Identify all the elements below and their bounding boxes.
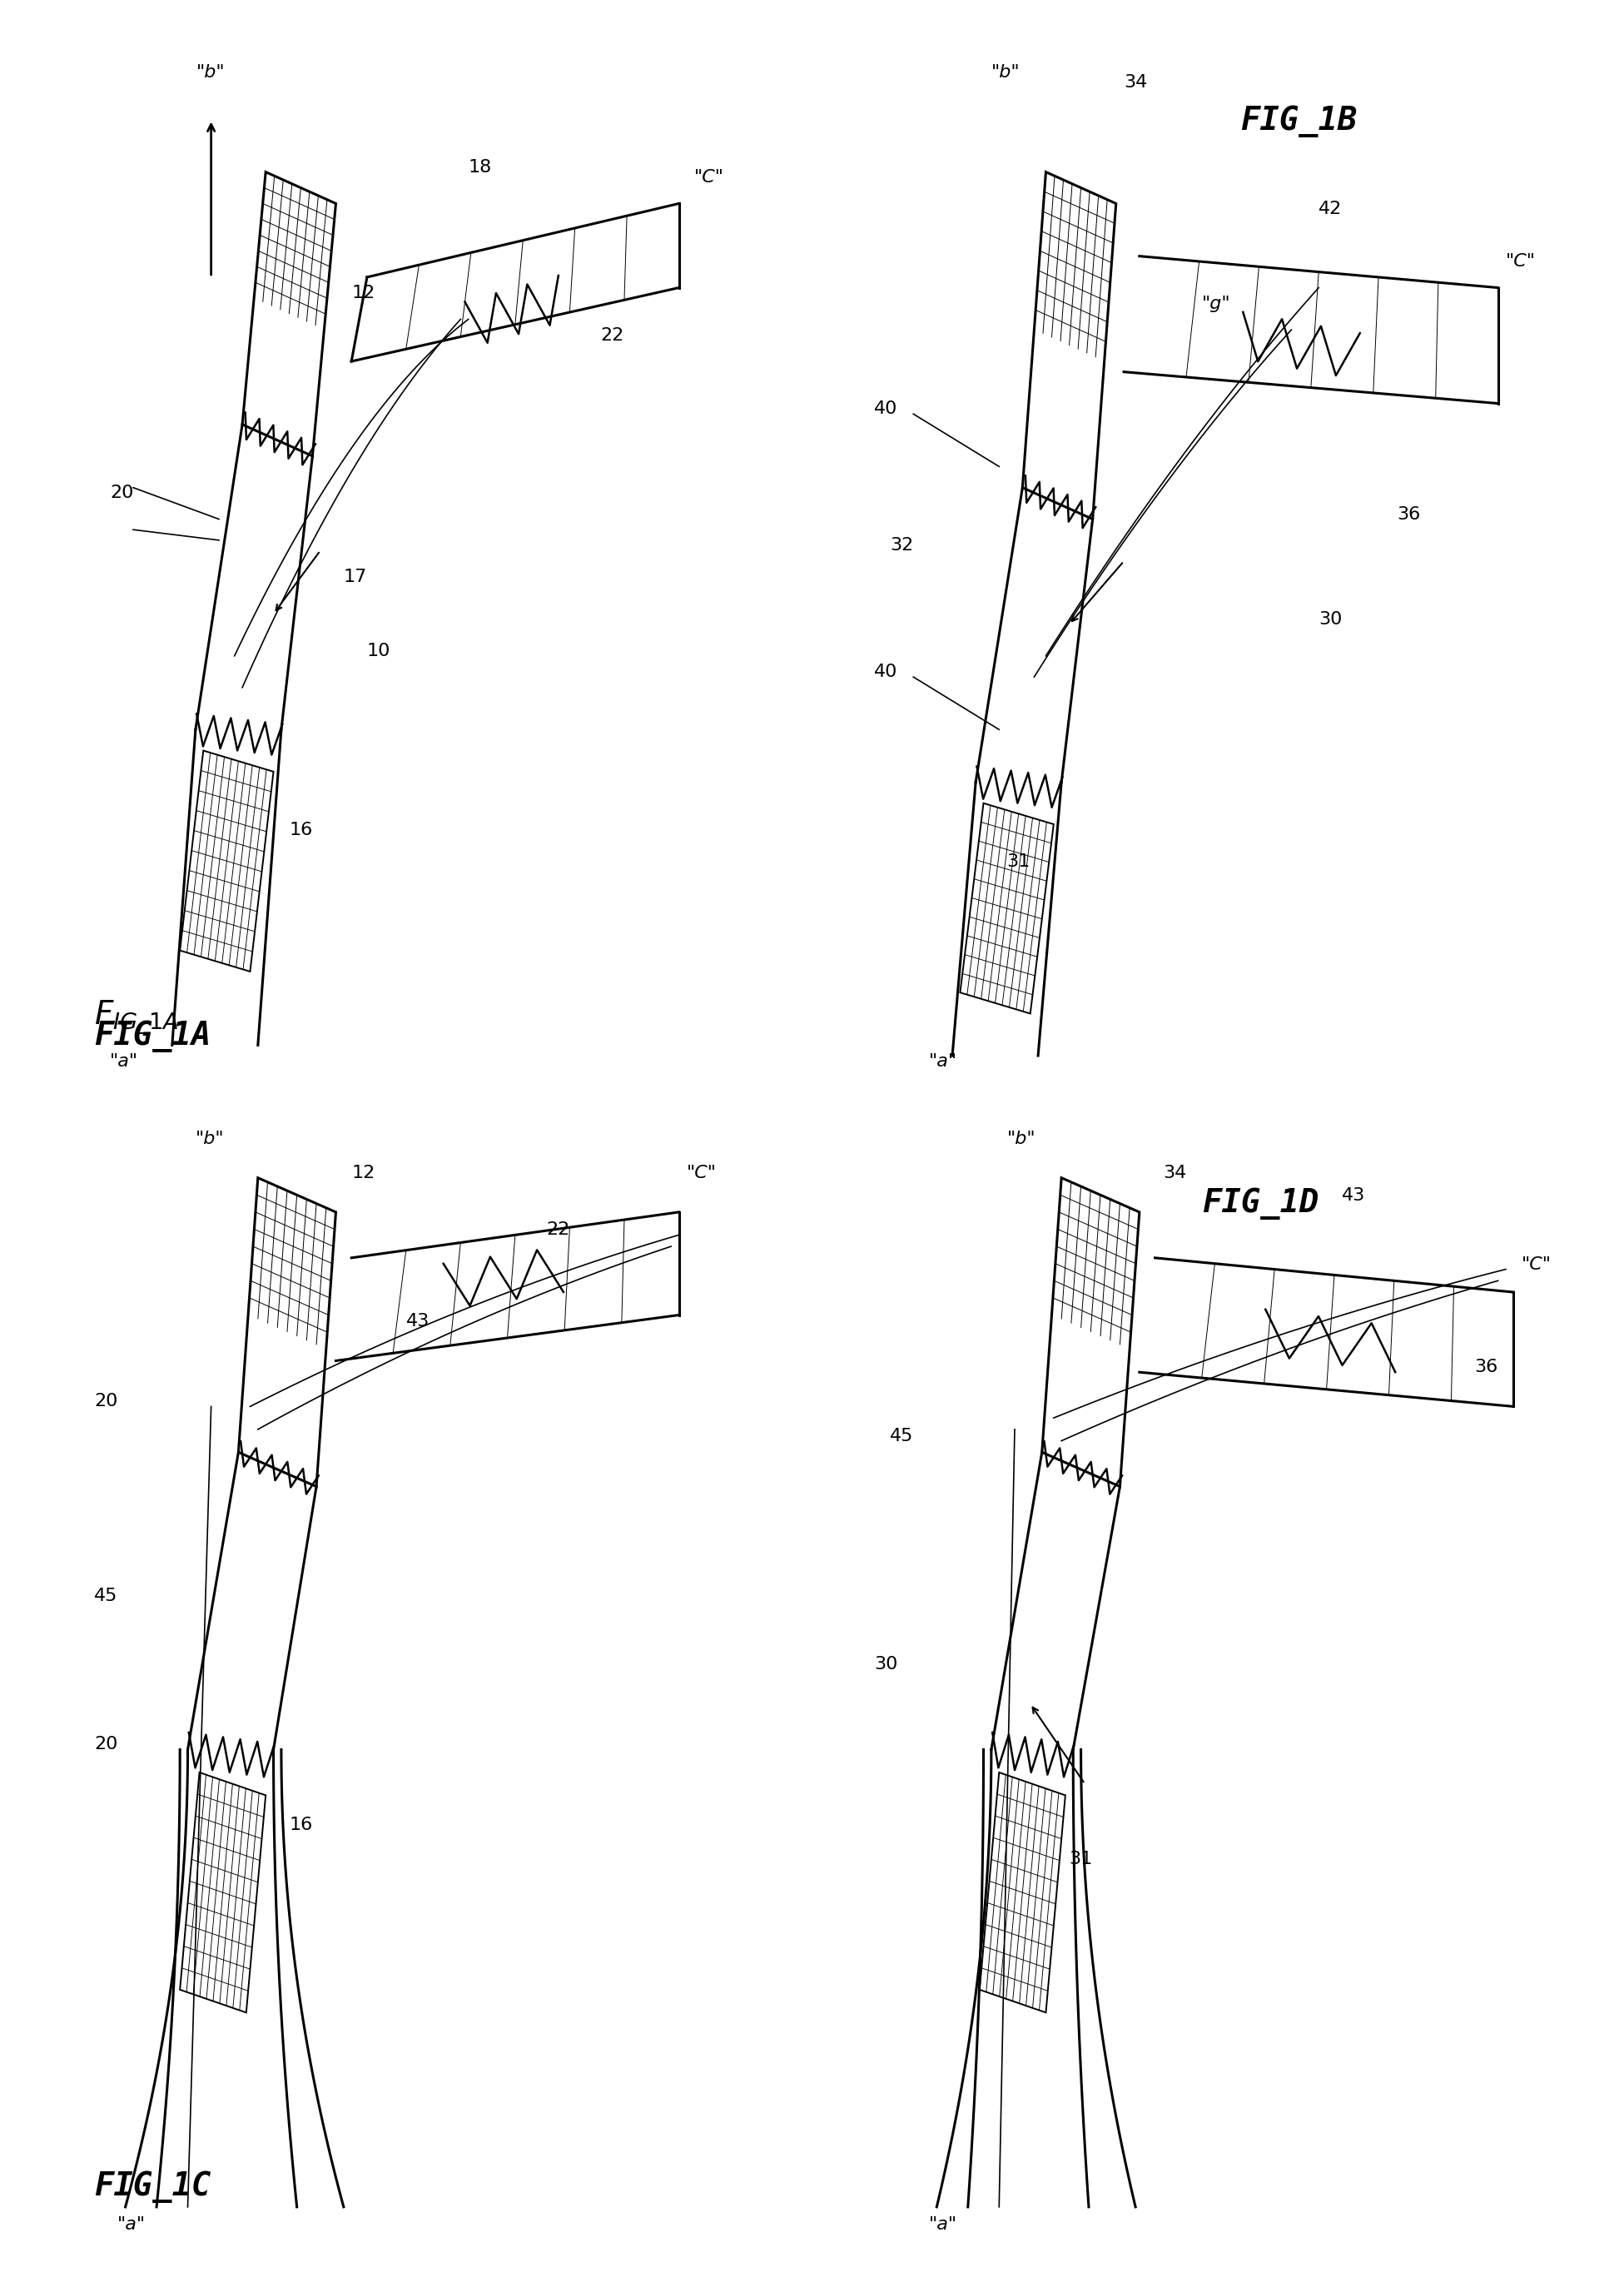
Text: 12: 12: [351, 286, 375, 302]
Text: "b": "b": [195, 1130, 224, 1146]
Text: 17: 17: [344, 569, 367, 585]
Text: FIG_1B: FIG_1B: [1241, 105, 1358, 137]
Text: 45: 45: [94, 1587, 119, 1603]
Text: FIG_1A: FIG_1A: [94, 1020, 211, 1052]
Text: FIG_1D: FIG_1D: [1202, 1187, 1319, 1219]
Polygon shape: [239, 1178, 336, 1487]
Text: "a": "a": [929, 1052, 957, 1070]
Text: 45: 45: [890, 1427, 914, 1443]
Text: "a": "a": [110, 1052, 138, 1070]
Text: "a": "a": [117, 2216, 146, 2232]
Text: 36: 36: [1475, 1358, 1497, 1374]
Text: "b": "b": [991, 64, 1020, 80]
Text: 36: 36: [1397, 505, 1419, 521]
Text: 40: 40: [874, 400, 898, 416]
Polygon shape: [1043, 1178, 1140, 1487]
Text: 42: 42: [1319, 201, 1341, 217]
Text: 12: 12: [351, 1164, 375, 1180]
Text: 22: 22: [601, 327, 624, 343]
Text: 18: 18: [468, 158, 492, 176]
Text: 16: 16: [289, 1816, 312, 1832]
Text: "C": "C": [1505, 254, 1536, 270]
Text: "b": "b": [1007, 1130, 1036, 1146]
Polygon shape: [242, 172, 336, 455]
Text: 34: 34: [1163, 1164, 1186, 1180]
Text: 31: 31: [1069, 1850, 1093, 1866]
Text: 43: 43: [1341, 1187, 1366, 1203]
Text: 20: 20: [94, 1393, 119, 1409]
Text: 22: 22: [546, 1221, 570, 1237]
Text: FIG_1C: FIG_1C: [94, 2170, 211, 2202]
Text: 32: 32: [890, 537, 913, 553]
Text: "C": "C": [1522, 1256, 1551, 1272]
Text: 20: 20: [110, 485, 133, 501]
Text: "C": "C": [687, 1164, 716, 1180]
Text: $\mathit{F_{IG\_1A}}$: $\mathit{F_{IG\_1A}}$: [94, 999, 179, 1036]
Text: 40: 40: [874, 663, 898, 679]
Text: 30: 30: [1319, 611, 1343, 627]
Text: 16: 16: [289, 821, 312, 837]
Text: 30: 30: [874, 1656, 898, 1672]
Text: "b": "b": [197, 64, 226, 80]
Text: 34: 34: [1124, 75, 1147, 91]
Text: "a": "a": [929, 2216, 957, 2232]
Text: 20: 20: [94, 1736, 119, 1752]
Text: 10: 10: [367, 643, 391, 659]
Text: 43: 43: [406, 1313, 429, 1329]
Text: "g": "g": [1202, 295, 1231, 311]
Text: "C": "C": [695, 169, 724, 185]
Polygon shape: [1023, 172, 1116, 519]
Text: 31: 31: [1007, 853, 1030, 869]
